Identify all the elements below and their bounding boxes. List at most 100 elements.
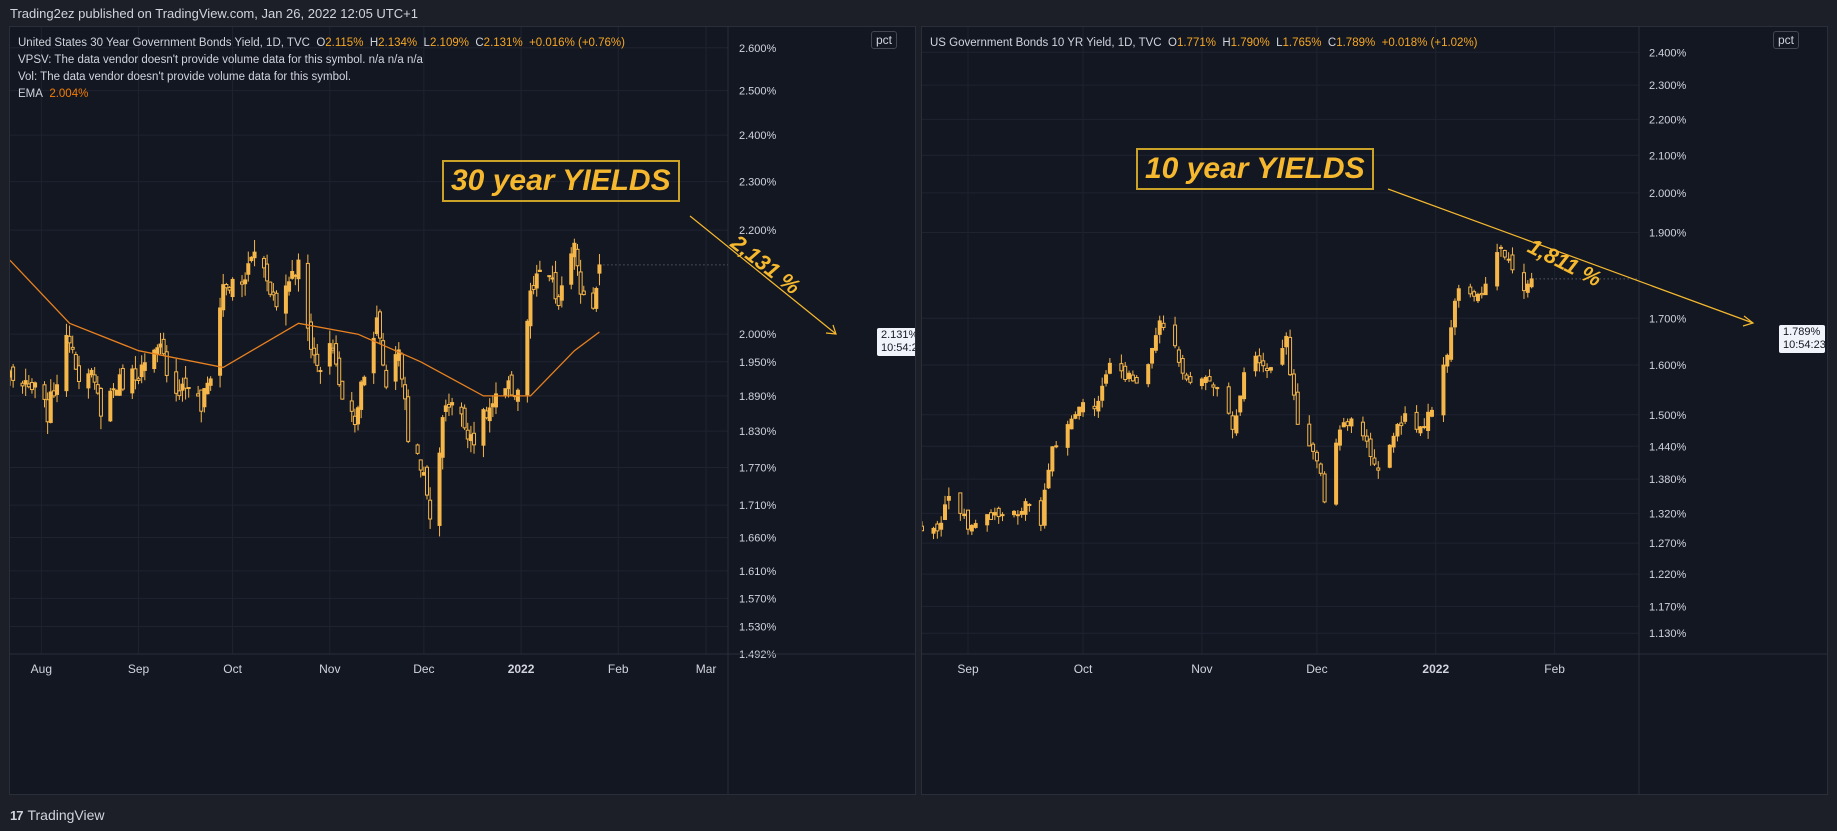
candle-body — [1334, 442, 1339, 505]
candle-body — [506, 380, 511, 390]
y-tick-label: 1.220% — [1649, 569, 1687, 581]
x-tick-label: Oct — [223, 662, 242, 676]
candle-body — [1127, 372, 1132, 380]
legend-change: +0.016% (+0.76%) — [529, 37, 625, 49]
candle-body — [1069, 418, 1074, 430]
candle-body — [221, 284, 226, 311]
last-price-value: 2.131% — [881, 329, 916, 341]
candle-body — [95, 384, 100, 394]
x-tick-label: Sep — [957, 662, 979, 676]
candle-body — [440, 417, 445, 458]
candle-body — [1180, 358, 1185, 374]
x-tick-label: Sep — [128, 662, 150, 676]
legend-ema-row: EMA 2.004% — [18, 86, 625, 103]
candle-body — [64, 334, 69, 392]
candle-body — [1123, 365, 1128, 381]
candle-body — [340, 380, 345, 400]
candle-body — [1104, 374, 1109, 384]
y-tick-label: 1.270% — [1649, 538, 1687, 550]
legend-low: 1.765% — [1282, 37, 1322, 49]
candle-body — [1203, 376, 1208, 384]
candle-body — [1023, 501, 1028, 515]
candle-body — [1345, 421, 1350, 427]
candle-body — [537, 269, 542, 272]
candle-body — [547, 275, 552, 278]
chart-plot-10y[interactable]: 2.400% 2.300% 2.200% 2.100% 2.000% 1.900% 1.70… — [922, 27, 1828, 795]
tradingview-brand: TradingView — [27, 807, 105, 823]
y-tick-label: 2.300% — [739, 177, 777, 189]
candle-body — [243, 279, 248, 285]
candle-body — [1479, 292, 1484, 296]
candle-body — [1341, 422, 1346, 428]
candle-body — [371, 337, 376, 374]
candle-body — [67, 335, 72, 344]
candle-body — [218, 307, 223, 376]
candle-body — [996, 507, 1001, 518]
legend-ema-label: EMA — [18, 88, 43, 100]
candle-body — [572, 242, 577, 258]
candle-body — [459, 406, 464, 415]
candle-body — [1403, 413, 1408, 422]
x-tick-label: Nov — [319, 662, 340, 676]
candle-body — [23, 380, 28, 385]
candle-body — [393, 354, 398, 382]
annotation-10-year-yields[interactable]: 10 year YIELDS — [1136, 148, 1374, 190]
candle-body — [985, 514, 990, 526]
pct-scale-button[interactable]: pct — [1773, 31, 1800, 49]
candle-body — [290, 271, 295, 279]
legend-ema-value: 2.004% — [49, 88, 89, 100]
candle-body — [29, 382, 34, 391]
candle-body — [525, 320, 530, 396]
candle-body — [935, 523, 940, 532]
candle-body — [327, 343, 332, 367]
chart-legend-30y: United States 30 Year Government Bonds Y… — [18, 35, 625, 103]
x-tick-label: 2022 — [1422, 662, 1449, 676]
candle-body — [1414, 411, 1419, 430]
chart-pane-30y[interactable]: 2.600% 2.500% 2.400% 2.300% 2.200% 2.000% 1.95… — [9, 26, 916, 795]
y-tick-label: 1.320% — [1649, 508, 1687, 520]
tradingview-footer[interactable]: 17 TradingView — [10, 807, 105, 823]
candle-body — [249, 256, 254, 262]
y-tick-label: 1.830% — [739, 426, 777, 438]
candle-body — [1157, 320, 1162, 335]
candle-body — [428, 499, 433, 520]
candle-body — [274, 292, 279, 308]
candle-body — [450, 402, 455, 406]
candle-body — [205, 382, 210, 395]
pct-scale-button[interactable]: pct — [871, 31, 898, 49]
y-tick-label: 1.570% — [739, 593, 777, 605]
candle-body — [199, 389, 204, 412]
candle-body — [1119, 363, 1124, 372]
chart-plot-30y[interactable]: 2.600% 2.500% 2.400% 2.300% 2.200% 2.000% 1.95… — [10, 27, 916, 795]
candle-body — [1238, 395, 1243, 413]
candle-body — [208, 378, 213, 386]
candle-body — [1387, 444, 1392, 468]
chart-pane-10y[interactable]: 2.400% 2.300% 2.200% 2.100% 2.000% 1.900% 1.70… — [921, 26, 1828, 795]
candle-body — [1364, 435, 1369, 442]
y-tick-label: 2.400% — [1649, 47, 1687, 59]
candle-body — [1322, 473, 1327, 503]
candle-body — [362, 376, 367, 386]
candle-body — [315, 353, 320, 366]
candle-body — [76, 365, 81, 382]
candle-body — [1261, 360, 1266, 367]
candle-body — [352, 415, 357, 426]
candle-body — [556, 296, 561, 307]
candle-body — [246, 263, 251, 275]
annotation-30-year-yields[interactable]: 30 year YIELDS — [442, 160, 680, 202]
candle-body — [1081, 402, 1086, 413]
candle-body — [1295, 391, 1300, 425]
candle-body — [1337, 429, 1342, 446]
candle-body — [1521, 272, 1526, 292]
candle-body — [1510, 254, 1515, 271]
x-tick-label: Aug — [31, 662, 52, 676]
candle-body — [1268, 367, 1273, 371]
candle-body — [20, 382, 25, 387]
candle-body — [26, 383, 31, 388]
candle-body — [1426, 411, 1431, 431]
candle-body — [1498, 246, 1503, 249]
candle-body — [73, 354, 78, 370]
candle-body — [1015, 514, 1020, 517]
y-tick-label: 2.100% — [1649, 150, 1687, 162]
candle-body — [490, 403, 495, 408]
